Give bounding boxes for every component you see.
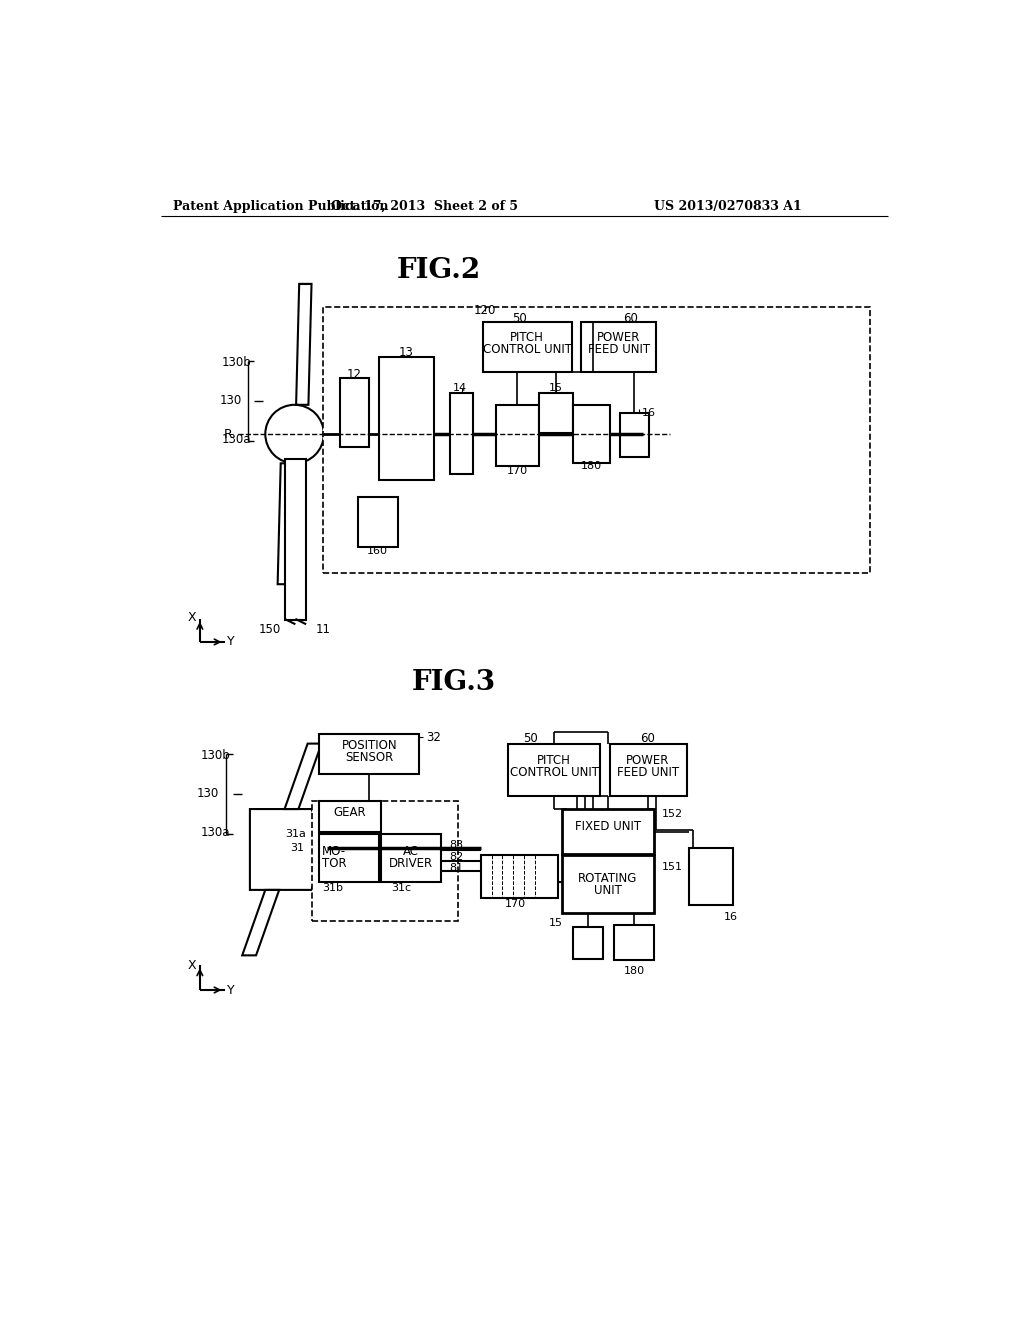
Text: SENSOR: SENSOR [345, 751, 393, 764]
Text: 60: 60 [624, 312, 639, 325]
Text: PITCH: PITCH [510, 331, 544, 345]
Text: 15: 15 [549, 383, 562, 393]
Bar [497, 405, 539, 466]
Bar [620, 413, 649, 457]
Text: 180: 180 [582, 462, 602, 471]
Text: POWER: POWER [627, 754, 670, 767]
Text: 11: 11 [315, 623, 331, 636]
Text: 150: 150 [258, 623, 281, 636]
Text: 170: 170 [507, 466, 527, 477]
Text: GEAR: GEAR [334, 807, 367, 820]
Text: Y: Y [227, 983, 234, 997]
Bar [573, 927, 602, 960]
Text: R: R [223, 428, 232, 441]
Text: 31: 31 [290, 842, 304, 853]
Text: 82: 82 [450, 851, 464, 862]
Text: POWER: POWER [597, 331, 640, 345]
Text: 15: 15 [549, 917, 563, 928]
Text: TOR: TOR [322, 857, 346, 870]
Text: 31c: 31c [391, 883, 412, 894]
Bar [340, 378, 370, 447]
Text: 13: 13 [398, 346, 414, 359]
Bar [451, 393, 473, 474]
Text: 160: 160 [368, 546, 388, 556]
Bar [319, 734, 419, 775]
Bar [562, 809, 654, 854]
Bar [319, 801, 381, 832]
Text: 152: 152 [662, 809, 683, 820]
Bar [573, 405, 610, 462]
Text: 32: 32 [426, 731, 441, 744]
Text: 83: 83 [450, 841, 464, 850]
Text: 50: 50 [523, 733, 539, 746]
Text: Y: Y [227, 635, 234, 648]
Bar [357, 498, 397, 548]
Text: 81: 81 [450, 862, 464, 873]
Bar [481, 855, 558, 898]
Bar [311, 801, 458, 921]
Text: 31b: 31b [322, 883, 343, 894]
Text: 16: 16 [724, 912, 738, 921]
Text: Patent Application Publication: Patent Application Publication [173, 199, 388, 213]
Bar [508, 743, 600, 796]
Text: UNIT: UNIT [594, 884, 622, 898]
Text: US 2013/0270833 A1: US 2013/0270833 A1 [654, 199, 802, 213]
Bar [562, 855, 654, 913]
Text: 60: 60 [641, 733, 655, 746]
Text: ROTATING: ROTATING [579, 871, 638, 884]
Text: 151: 151 [662, 862, 683, 871]
Text: PITCH: PITCH [538, 754, 571, 767]
Bar [483, 322, 571, 372]
Text: 130a: 130a [222, 433, 252, 446]
Bar [379, 356, 434, 480]
Text: 120: 120 [473, 305, 496, 317]
Text: 12: 12 [347, 367, 362, 380]
Text: 130: 130 [219, 395, 242, 408]
Text: DRIVER: DRIVER [389, 857, 433, 870]
Text: CONTROL UNIT: CONTROL UNIT [482, 343, 571, 356]
Text: FIXED UNIT: FIXED UNIT [574, 820, 641, 833]
Bar [285, 459, 306, 620]
Text: AC: AC [402, 845, 419, 858]
Bar [323, 308, 869, 573]
Bar [319, 834, 379, 882]
Bar [614, 925, 654, 960]
Text: 170: 170 [505, 899, 526, 908]
Text: FIG.3: FIG.3 [412, 668, 496, 696]
Text: FEED UNIT: FEED UNIT [616, 767, 679, 779]
Text: 50: 50 [512, 312, 526, 325]
Text: FEED UNIT: FEED UNIT [588, 343, 650, 356]
Text: X: X [187, 611, 197, 624]
Text: 130a: 130a [201, 825, 230, 838]
Text: 130b: 130b [201, 748, 230, 762]
Text: FIG.2: FIG.2 [396, 256, 480, 284]
Bar [609, 743, 686, 796]
Text: 31a: 31a [286, 829, 306, 840]
Text: MO-: MO- [322, 845, 346, 858]
Bar [581, 322, 656, 372]
Text: 130: 130 [197, 787, 219, 800]
Text: 130b: 130b [222, 356, 252, 370]
Text: 180: 180 [624, 966, 645, 975]
Text: X: X [187, 958, 197, 972]
Bar [539, 393, 573, 433]
Text: 16: 16 [642, 408, 655, 417]
Text: POSITION: POSITION [341, 739, 397, 751]
Text: 14: 14 [453, 383, 467, 393]
Bar [381, 834, 441, 882]
Text: CONTROL UNIT: CONTROL UNIT [510, 767, 599, 779]
Text: Oct. 17, 2013  Sheet 2 of 5: Oct. 17, 2013 Sheet 2 of 5 [331, 199, 518, 213]
Bar [689, 847, 733, 906]
